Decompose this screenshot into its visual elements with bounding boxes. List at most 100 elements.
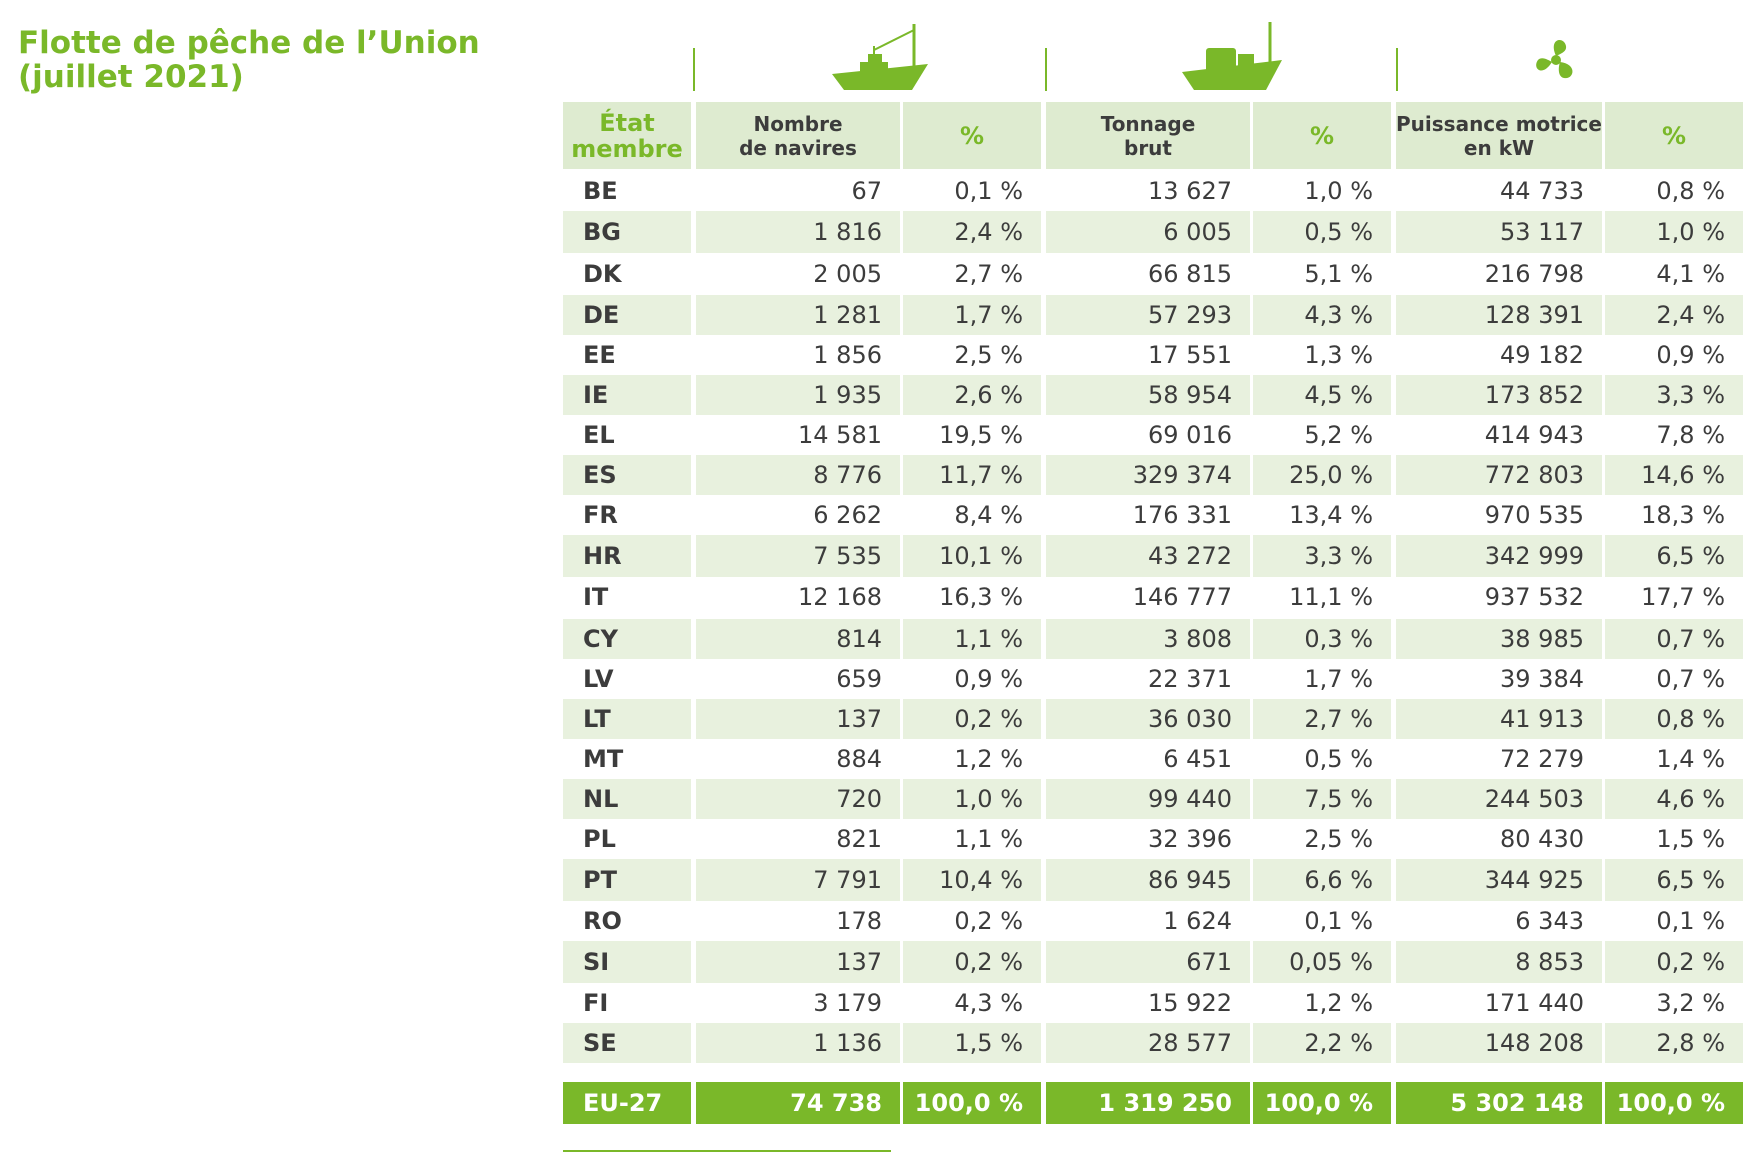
cell-code: DK xyxy=(583,260,622,288)
cell-tonnage-pct: 5,1 % xyxy=(1304,260,1373,288)
cell-vessels: 137 xyxy=(696,699,900,739)
cell-power: 148 208 xyxy=(1396,1023,1602,1063)
cell-vessels-pct: 1,2 % xyxy=(954,745,1023,773)
cell-code: RO xyxy=(583,907,622,935)
cell-code: LT xyxy=(563,699,691,739)
table-row: HR 7 535 10,1 % 43 272 3,3 % 342 999 6,5 % xyxy=(563,535,1743,577)
cell-vessels: 14 581 xyxy=(798,421,882,449)
cell-code: BE xyxy=(583,177,618,205)
cell-code: FR xyxy=(583,501,618,529)
cell-power-pct: 1,4 % xyxy=(1656,745,1725,773)
cell-tonnage: 13 627 xyxy=(1148,177,1232,205)
table-row: NL 720 1,0 % 99 440 7,5 % 244 503 4,6 % xyxy=(563,779,1743,819)
cell-power: 342 999 xyxy=(1396,535,1602,577)
cell-power-pct: 17,7 % xyxy=(1641,583,1725,611)
cell-tonnage-pct: 4,3 % xyxy=(1253,295,1391,335)
cell-tonnage-pct: 0,3 % xyxy=(1253,619,1391,659)
cell-tonnage-pct: 0,05 % xyxy=(1253,941,1391,983)
cell-power-pct: 18,3 % xyxy=(1641,501,1725,529)
table-row: FR 6 262 8,4 % 176 331 13,4 % 970 535 18,3 % xyxy=(563,495,1743,535)
cell-power: 216 798 xyxy=(1484,260,1584,288)
cell-vessels: 12 168 xyxy=(798,583,882,611)
cell-vessels: 2 005 xyxy=(813,260,882,288)
cell-code: IE xyxy=(563,375,691,415)
cell-vessels: 7 535 xyxy=(696,535,900,577)
cell-code: CY xyxy=(563,619,691,659)
cell-tonnage: 86 945 xyxy=(1046,859,1250,901)
cell-power-pct: 4,1 % xyxy=(1656,260,1725,288)
cell-tonnage: 3 808 xyxy=(1046,619,1250,659)
cell-tonnage: 66 815 xyxy=(1148,260,1232,288)
cell-vessels-pct: 16,3 % xyxy=(939,583,1023,611)
table-row: CY 814 1,1 % 3 808 0,3 % 38 985 0,7 % xyxy=(563,619,1743,659)
cell-vessels: 1 136 xyxy=(696,1023,900,1063)
cell-code: ES xyxy=(563,455,691,495)
cell-power-pct: 3,2 % xyxy=(1656,989,1725,1017)
cell-vessels-pct: 4,3 % xyxy=(954,989,1023,1017)
table-row: MT 884 1,2 % 6 451 0,5 % 72 279 1,4 % xyxy=(563,739,1743,779)
cell-vessels: 8 776 xyxy=(696,455,900,495)
total-vessels-pct: 100,0 % xyxy=(903,1082,1041,1124)
header-tonnage: Tonnage brut xyxy=(1046,102,1250,169)
cell-vessels: 137 xyxy=(696,941,900,983)
total-tonnage-pct: 100,0 % xyxy=(1253,1082,1391,1124)
cell-vessels: 1 856 xyxy=(813,341,882,369)
total-code: EU-27 xyxy=(563,1082,691,1124)
cell-code: NL xyxy=(563,779,691,819)
table-row: PL 821 1,1 % 32 396 2,5 % 80 430 1,5 % xyxy=(563,819,1743,859)
cell-vessels-pct: 19,5 % xyxy=(939,421,1023,449)
cell-code: IT xyxy=(583,583,609,611)
cell-power-pct: 0,8 % xyxy=(1605,699,1743,739)
cell-vessels: 1 281 xyxy=(696,295,900,335)
cell-tonnage: 57 293 xyxy=(1046,295,1250,335)
cell-power-pct: 0,7 % xyxy=(1605,619,1743,659)
cell-tonnage-pct: 0,5 % xyxy=(1253,211,1391,253)
cell-tonnage-pct: 3,3 % xyxy=(1253,535,1391,577)
total-row: EU-27 74 738 100,0 % 1 319 250 100,0 % 5 302 … xyxy=(563,1082,1743,1124)
cell-tonnage-pct: 11,1 % xyxy=(1289,583,1373,611)
cell-vessels: 821 xyxy=(836,825,882,853)
table-row: DK 2 005 2,7 % 66 815 5,1 % 216 798 4,1 % xyxy=(563,255,1743,293)
cell-tonnage-pct: 7,5 % xyxy=(1253,779,1391,819)
cell-tonnage-pct: 0,1 % xyxy=(1304,907,1373,935)
table-row: BG 1 816 2,4 % 6 005 0,5 % 53 117 1,0 % xyxy=(563,211,1743,253)
icon-separator xyxy=(1396,48,1398,91)
cell-vessels: 6 262 xyxy=(813,501,882,529)
header-vessels-pct: % xyxy=(903,102,1041,169)
header-power-pct: % xyxy=(1605,102,1743,169)
cell-vessels-pct: 8,4 % xyxy=(954,501,1023,529)
cell-tonnage-pct: 2,5 % xyxy=(1304,825,1373,853)
cell-power-pct: 1,5 % xyxy=(1656,825,1725,853)
cell-vessels-pct: 1,7 % xyxy=(903,295,1041,335)
cell-code: EE xyxy=(583,341,616,369)
header-vessels: Nombre de navires xyxy=(696,102,900,169)
cell-vessels-pct: 1,0 % xyxy=(903,779,1041,819)
cell-power-pct: 7,8 % xyxy=(1656,421,1725,449)
cell-tonnage-pct: 5,2 % xyxy=(1304,421,1373,449)
cell-tonnage: 1 624 xyxy=(1163,907,1232,935)
cell-tonnage-pct: 1,7 % xyxy=(1304,665,1373,693)
page-title: Flotte de pêche de l’Union (juillet 2021… xyxy=(18,26,480,94)
cell-tonnage-pct: 0,5 % xyxy=(1304,745,1373,773)
table-row: DE 1 281 1,7 % 57 293 4,3 % 128 391 2,4 % xyxy=(563,295,1743,335)
cell-vessels-pct: 2,7 % xyxy=(954,260,1023,288)
cell-tonnage: 671 xyxy=(1046,941,1250,983)
cell-tonnage-pct: 6,6 % xyxy=(1253,859,1391,901)
cell-vessels-pct: 0,9 % xyxy=(954,665,1023,693)
table-row: BE 67 0,1 % 13 627 1,0 % 44 733 0,8 % xyxy=(563,171,1743,211)
cell-vessels: 67 xyxy=(851,177,882,205)
cell-vessels: 178 xyxy=(836,907,882,935)
cell-vessels-pct: 1,1 % xyxy=(954,825,1023,853)
cell-power: 44 733 xyxy=(1500,177,1584,205)
cell-power: 970 535 xyxy=(1484,501,1584,529)
cell-power: 49 182 xyxy=(1500,341,1584,369)
icon-separator xyxy=(1045,48,1047,91)
cell-tonnage-pct: 4,5 % xyxy=(1253,375,1391,415)
cell-vessels-pct: 2,5 % xyxy=(954,341,1023,369)
cell-tonnage: 36 030 xyxy=(1046,699,1250,739)
total-power: 5 302 148 xyxy=(1396,1082,1602,1124)
title-line-2: (juillet 2021) xyxy=(18,59,244,95)
cell-tonnage-pct: 1,2 % xyxy=(1304,989,1373,1017)
cell-vessels: 7 791 xyxy=(696,859,900,901)
table-row: SE 1 136 1,5 % 28 577 2,2 % 148 208 2,8 % xyxy=(563,1023,1743,1063)
